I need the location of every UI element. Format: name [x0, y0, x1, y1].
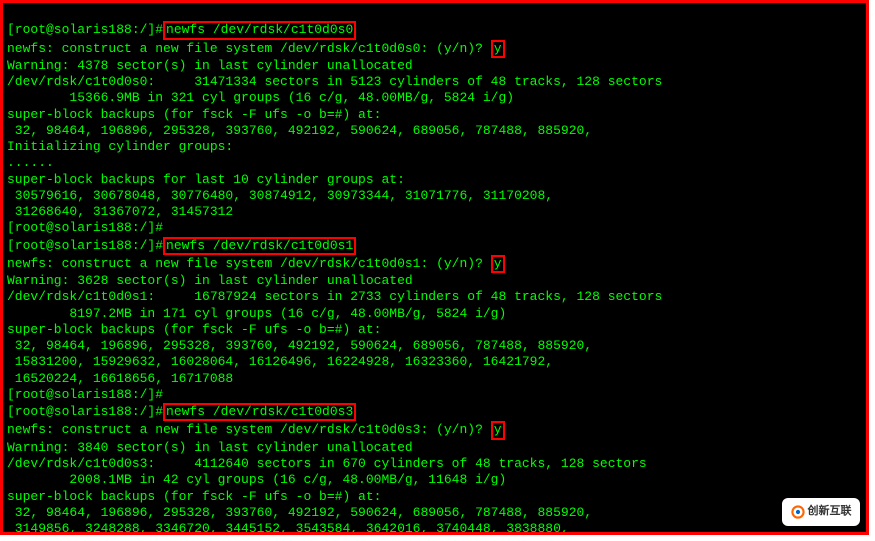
- output-line: Warning: 3840 sector(s) in last cylinder…: [7, 440, 413, 455]
- output-line: 15831200, 15929632, 16028064, 16126496, …: [7, 354, 553, 369]
- prompt-line: [root@solaris188:/]#newfs /dev/rdsk/c1t0…: [7, 238, 356, 253]
- output-line: 8197.2MB in 171 cyl groups (16 c/g, 48.0…: [7, 306, 506, 321]
- prompt-line: [root@solaris188:/]#newfs /dev/rdsk/c1t0…: [7, 22, 356, 37]
- confirm-q2: newfs: construct a new file system /dev/…: [7, 256, 491, 271]
- output-line: 16520224, 16618656, 16717088: [7, 371, 233, 386]
- confirm-line-2: newfs: construct a new file system /dev/…: [7, 256, 505, 271]
- prompt: [root@solaris188:/]#: [7, 238, 163, 253]
- prompt-line: [root@solaris188:/]#: [7, 220, 163, 235]
- confirm-q1: newfs: construct a new file system /dev/…: [7, 41, 491, 56]
- output-line: ......: [7, 155, 54, 170]
- output-line: super-block backups (for fsck -F ufs -o …: [7, 107, 381, 122]
- command-2-highlight: newfs /dev/rdsk/c1t0d0s1: [163, 237, 356, 255]
- prompt-line: [root@solaris188:/]#newfs /dev/rdsk/c1t0…: [7, 404, 356, 419]
- output-line: super-block backups (for fsck -F ufs -o …: [7, 322, 381, 337]
- output-line: 31268640, 31367072, 31457312: [7, 204, 233, 219]
- answer-2: y: [494, 256, 502, 271]
- output-line: /dev/rdsk/c1t0d0s1: 16787924 sectors in …: [7, 289, 662, 304]
- output-line: 30579616, 30678048, 30776480, 30874912, …: [7, 188, 553, 203]
- output-line: 32, 98464, 196896, 295328, 393760, 49219…: [7, 123, 592, 138]
- output-line: Initializing cylinder groups:: [7, 139, 233, 154]
- output-line: super-block backups for last 10 cylinder…: [7, 172, 405, 187]
- output-line: /dev/rdsk/c1t0d0s3: 4112640 sectors in 6…: [7, 456, 647, 471]
- output-line: 15366.9MB in 321 cyl groups (16 c/g, 48.…: [7, 90, 514, 105]
- confirm-line-3: newfs: construct a new file system /dev/…: [7, 422, 505, 437]
- output-line: Warning: 4378 sector(s) in last cylinder…: [7, 58, 413, 73]
- watermark-logo: 创新互联: [782, 498, 860, 526]
- output-line: 3149856, 3248288, 3346720, 3445152, 3543…: [7, 521, 569, 535]
- command-3-highlight: newfs /dev/rdsk/c1t0d0s3: [163, 403, 356, 421]
- answer-2-highlight: y: [491, 255, 505, 273]
- output-line: 32, 98464, 196896, 295328, 393760, 49219…: [7, 338, 592, 353]
- prompt-line: [root@solaris188:/]#: [7, 387, 163, 402]
- output-line: Warning: 3628 sector(s) in last cylinder…: [7, 273, 413, 288]
- prompt: [root@solaris188:/]#: [7, 404, 163, 419]
- confirm-line-1: newfs: construct a new file system /dev/…: [7, 41, 505, 56]
- command-3: newfs /dev/rdsk/c1t0d0s3: [166, 404, 353, 419]
- answer-1-highlight: y: [491, 40, 505, 58]
- command-1: newfs /dev/rdsk/c1t0d0s0: [166, 22, 353, 37]
- answer-1: y: [494, 41, 502, 56]
- command-2: newfs /dev/rdsk/c1t0d0s1: [166, 238, 353, 253]
- prompt: [root@solaris188:/]#: [7, 22, 163, 37]
- command-1-highlight: newfs /dev/rdsk/c1t0d0s0: [163, 21, 356, 39]
- output-line: /dev/rdsk/c1t0d0s0: 31471334 sectors in …: [7, 74, 662, 89]
- terminal-window: [root@solaris188:/]#newfs /dev/rdsk/c1t0…: [0, 0, 869, 535]
- answer-3-highlight: y: [491, 421, 505, 439]
- output-line: super-block backups (for fsck -F ufs -o …: [7, 489, 381, 504]
- output-line: 32, 98464, 196896, 295328, 393760, 49219…: [7, 505, 592, 520]
- confirm-q3: newfs: construct a new file system /dev/…: [7, 422, 491, 437]
- output-line: 2008.1MB in 42 cyl groups (16 c/g, 48.00…: [7, 472, 506, 487]
- answer-3: y: [494, 422, 502, 437]
- watermark-text: 创新互联: [808, 505, 852, 519]
